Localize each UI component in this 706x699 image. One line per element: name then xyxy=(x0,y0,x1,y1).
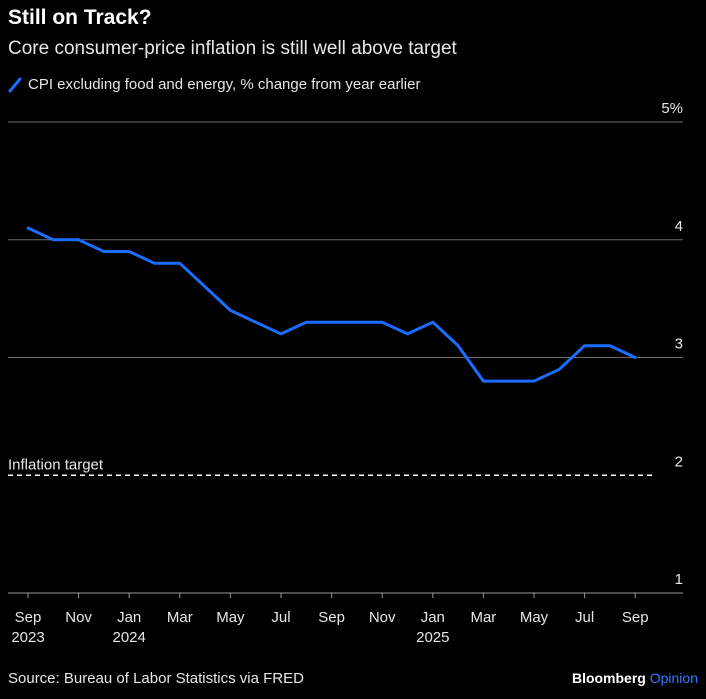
x-tick-year-label: 2025 xyxy=(416,629,449,646)
inflation-target-label: Inflation target xyxy=(8,456,104,473)
x-tick-year-label: 2024 xyxy=(113,629,146,646)
y-tick-label: 5% xyxy=(661,100,683,117)
x-tick-label: Sep xyxy=(318,609,345,626)
x-tick-label: Nov xyxy=(369,609,396,626)
y-tick-label: 4 xyxy=(675,218,683,235)
legend-label: CPI excluding food and energy, % change … xyxy=(28,76,421,93)
series-line xyxy=(26,226,637,383)
x-tick-label: Mar xyxy=(470,609,496,626)
x-tick-label: Jan xyxy=(117,609,141,626)
x-tick-label: May xyxy=(520,609,549,626)
x-tick-year-label: 2023 xyxy=(11,629,44,646)
x-tick-label: Jan xyxy=(421,609,445,626)
source-note: Source: Bureau of Labor Statistics via F… xyxy=(8,670,304,687)
chart-title: Still on Track? xyxy=(8,6,152,29)
brand-logo: Bloomberg Opinion xyxy=(572,670,698,686)
x-tick-label: Mar xyxy=(167,609,193,626)
x-tick-label: Nov xyxy=(65,609,92,626)
y-tick-label: 3 xyxy=(675,336,683,353)
x-tick-label: Sep xyxy=(622,609,649,626)
y-tick-label: 1 xyxy=(675,571,683,588)
brand-main: Bloomberg xyxy=(571,670,646,686)
legend: CPI excluding food and energy, % change … xyxy=(8,76,420,93)
x-tick-label: Sep xyxy=(15,609,42,626)
x-tick-label: Jul xyxy=(271,609,290,626)
chart-subtitle: Core consumer-price inflation is still w… xyxy=(8,38,457,59)
legend-swatch-icon xyxy=(8,77,22,92)
x-tick-label: Jul xyxy=(575,609,594,626)
x-tick-label: May xyxy=(216,609,245,626)
y-tick-label: 2 xyxy=(675,453,683,470)
brand-sub: Opinion xyxy=(649,670,698,686)
